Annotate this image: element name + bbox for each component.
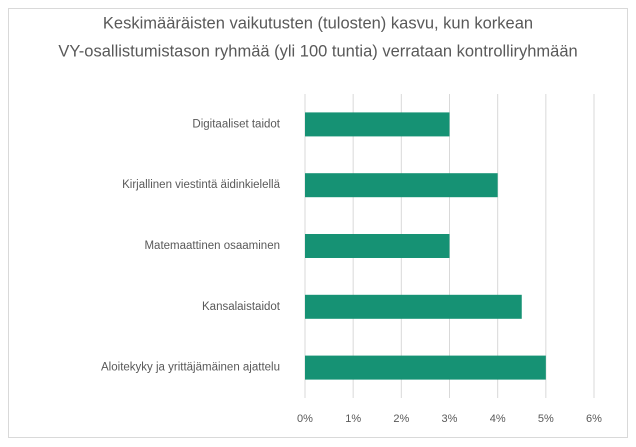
x-tick-label: 3% xyxy=(442,413,458,425)
x-tick-label: 6% xyxy=(586,413,602,425)
y-tick-label: Kansalaistaidot xyxy=(202,301,281,313)
x-tick-label: 0% xyxy=(297,413,313,425)
chart-title: VY-osallistumistason ryhmää (yli 100 tun… xyxy=(58,42,577,60)
x-tick-label: 5% xyxy=(538,413,554,425)
y-tick-label: Aloitekyky ja yrittäjämäinen ajattelu xyxy=(101,362,280,374)
y-tick-label: Matemaattinen osaaminen xyxy=(144,240,280,252)
bar xyxy=(305,355,546,380)
bar xyxy=(305,234,450,258)
bar xyxy=(305,173,498,198)
x-tick-label: 4% xyxy=(490,413,506,425)
y-tick-label: Kirjallinen viestintä äidinkielellä xyxy=(122,179,280,191)
y-tick-label: Digitaaliset taidot xyxy=(192,118,280,130)
bar xyxy=(305,112,450,137)
x-tick-label: 2% xyxy=(393,413,409,425)
bar xyxy=(305,294,522,319)
chart-title: Keskimääräisten vaikutusten (tulosten) k… xyxy=(103,14,533,32)
x-tick-label: 1% xyxy=(345,413,361,425)
